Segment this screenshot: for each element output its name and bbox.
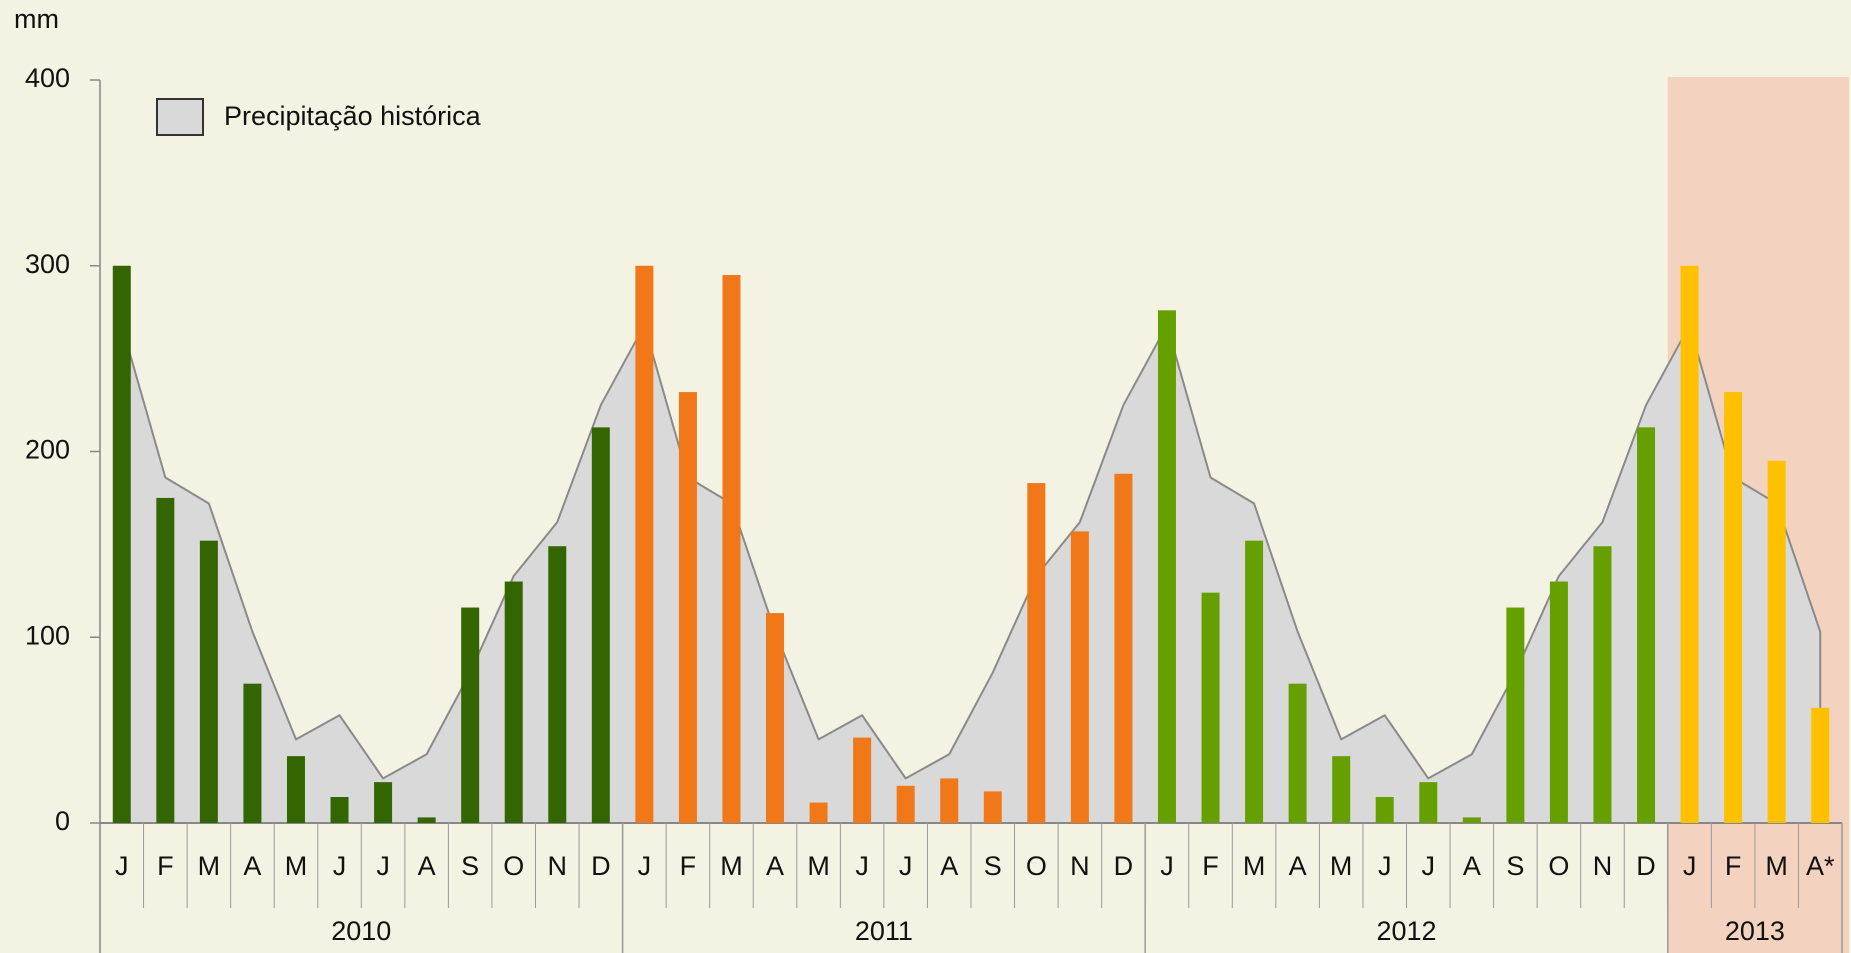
x-tick-label: A <box>1289 851 1307 881</box>
x-tick-label: J <box>1683 851 1697 881</box>
bar <box>1549 581 1568 823</box>
x-tick-label: D <box>591 851 611 881</box>
bar <box>1593 546 1612 823</box>
bar <box>461 607 480 823</box>
x-tick-label: A <box>418 851 436 881</box>
x-tick-label: D <box>1636 851 1656 881</box>
bar <box>330 796 349 823</box>
x-tick-label: M <box>1330 851 1353 881</box>
x-tick-label: O <box>1026 851 1047 881</box>
year-label: 2013 <box>1725 916 1785 946</box>
year-label: 2010 <box>331 916 391 946</box>
bar <box>286 756 305 823</box>
x-tick-label: J <box>1378 851 1392 881</box>
legend-swatch <box>156 98 204 136</box>
bar <box>417 817 436 823</box>
bar <box>156 497 175 823</box>
x-tick-label: J <box>899 851 913 881</box>
y-tick-label: 200 <box>25 435 70 465</box>
x-tick-label: M <box>285 851 308 881</box>
bar <box>940 778 959 823</box>
x-tick-label: O <box>503 851 524 881</box>
x-tick-label: M <box>1765 851 1788 881</box>
y-axis-label: mm <box>14 4 59 34</box>
x-tick-label: S <box>984 851 1002 881</box>
bar <box>1157 310 1176 824</box>
bar <box>1724 392 1743 823</box>
bar <box>809 802 828 823</box>
x-tick-label: A <box>766 851 784 881</box>
bar <box>678 392 697 823</box>
x-tick-label: M <box>807 851 830 881</box>
year-label: 2011 <box>855 916 913 946</box>
x-tick-label: J <box>638 851 652 881</box>
x-tick-label: M <box>1243 851 1266 881</box>
y-tick-label: 400 <box>25 63 70 93</box>
x-tick-label: M <box>198 851 221 881</box>
x-tick-label: F <box>1202 851 1219 881</box>
bar <box>1767 460 1786 823</box>
bar <box>112 265 131 823</box>
bar <box>722 275 741 824</box>
x-tick-label: J <box>855 851 869 881</box>
x-tick-label: N <box>1070 851 1090 881</box>
x-tick-label: D <box>1114 851 1134 881</box>
bar <box>591 427 610 823</box>
bar <box>635 265 654 823</box>
bar <box>1680 265 1699 823</box>
bar <box>1637 427 1656 823</box>
x-tick-label: N <box>1593 851 1613 881</box>
bar <box>1288 683 1307 823</box>
bar <box>983 791 1002 823</box>
bar <box>1070 531 1089 823</box>
x-tick-label: S <box>461 851 479 881</box>
bar <box>1811 707 1830 823</box>
x-tick-label: N <box>548 851 568 881</box>
x-tick-label: F <box>1725 851 1742 881</box>
x-tick-label: J <box>376 851 390 881</box>
x-tick-label: O <box>1548 851 1569 881</box>
x-tick-label: A* <box>1806 851 1835 881</box>
x-tick-label: J <box>115 851 129 881</box>
bar <box>374 782 393 823</box>
bar <box>199 540 218 823</box>
bar <box>896 785 915 823</box>
bar <box>243 683 262 823</box>
bar <box>504 581 523 823</box>
x-tick-label: F <box>680 851 697 881</box>
bar <box>766 613 785 823</box>
x-tick-label: F <box>157 851 174 881</box>
legend-label: Precipitação histórica <box>224 101 482 131</box>
x-tick-label: J <box>1160 851 1174 881</box>
bar <box>548 546 567 823</box>
bar <box>1027 483 1046 823</box>
bar <box>1332 756 1351 823</box>
y-tick-label: 300 <box>25 249 70 279</box>
bar <box>1114 473 1133 823</box>
x-tick-label: S <box>1506 851 1524 881</box>
year-label: 2012 <box>1376 916 1436 946</box>
x-tick-label: A <box>940 851 958 881</box>
bar <box>1419 782 1438 823</box>
bar <box>853 737 872 823</box>
bar <box>1506 607 1525 823</box>
bar <box>1201 592 1220 823</box>
historical-area <box>120 324 1822 824</box>
bar <box>1245 540 1264 823</box>
y-tick-label: 100 <box>25 620 70 650</box>
x-tick-label: M <box>720 851 743 881</box>
bar <box>1375 796 1394 823</box>
x-tick-label: A <box>243 851 261 881</box>
x-tick-label: J <box>1422 851 1436 881</box>
x-tick-label: J <box>333 851 347 881</box>
x-tick-label: A <box>1463 851 1481 881</box>
y-tick-label: 0 <box>55 806 70 836</box>
bar <box>1462 817 1481 823</box>
